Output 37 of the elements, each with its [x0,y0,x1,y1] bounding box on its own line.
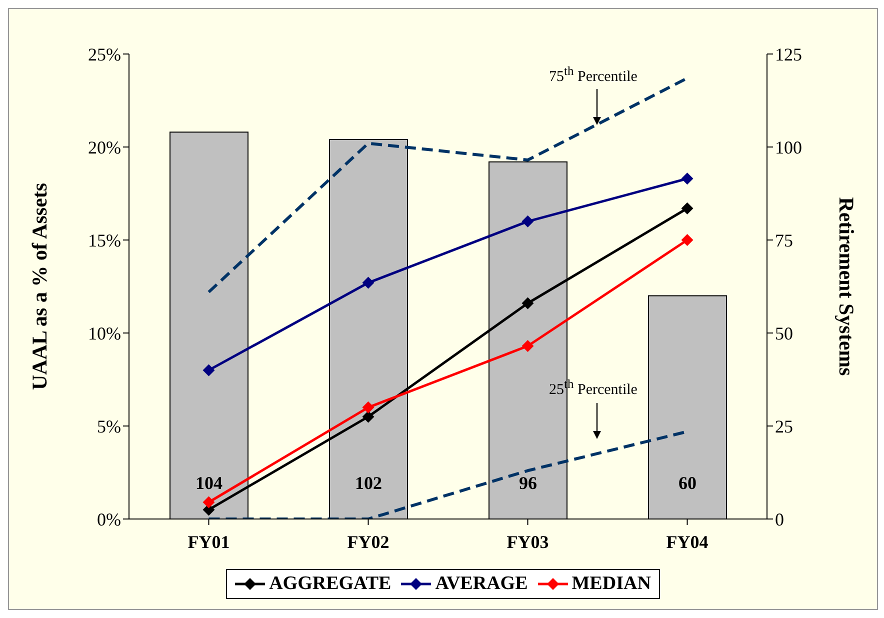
x-tick-label: FY01 [188,532,230,552]
legend-label: AGGREGATE [268,573,392,595]
point [522,340,534,352]
point [362,276,374,289]
point [202,364,215,376]
y2-tick-label: 75 [775,230,793,250]
y2-tick-label: 25 [775,416,793,436]
data-label: 104 [196,473,222,493]
y2-axis-title: Retirement Systems [834,197,859,376]
legend-label: MEDIAN [570,573,651,595]
data-label: 102 [355,473,382,493]
x-tick-label: FY03 [506,532,549,552]
y2-tick-label: 100 [775,137,802,158]
point [202,496,215,508]
y2-tick-label: 50 [775,323,793,344]
y2-tick-label: 125 [775,44,802,64]
y-tick-label: 10% [88,323,121,344]
x-tick-label: FY04 [666,532,708,552]
data-label: 96 [519,473,537,493]
point [522,297,534,310]
y-tick-label: 0% [97,509,121,530]
y2-tick-label: 0 [775,509,784,530]
point [681,202,694,214]
y-tick-label: 5% [97,416,121,436]
legend-label: AVERAGE [434,573,528,595]
x-tick-label: FY02 [347,532,390,552]
point [681,172,694,185]
data-label: 60 [678,473,696,493]
annotation: 75$^{th}$ Percentile [549,64,638,86]
y-axis-title: UAAL as a % of Assets [27,182,52,390]
y-tick-label: 25% [88,44,121,64]
point [362,401,374,414]
y-tick-label: 15% [88,230,121,250]
point [522,215,534,228]
y-tick-label: 20% [88,137,121,158]
point [362,410,374,423]
point [681,234,694,246]
